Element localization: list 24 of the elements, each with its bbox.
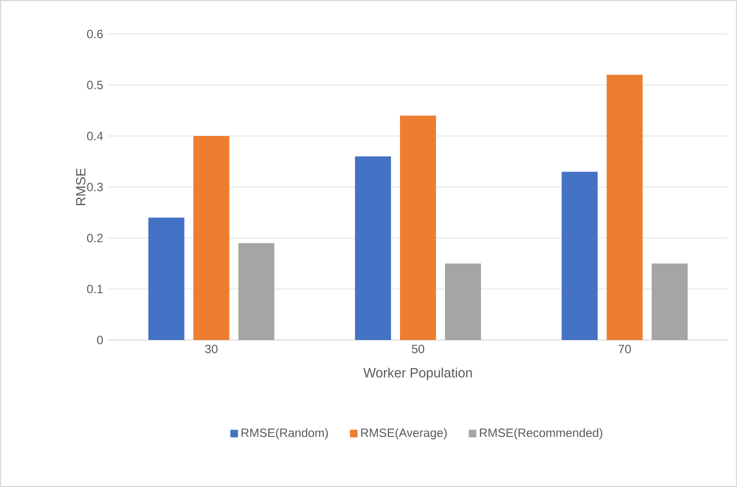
bar <box>400 116 436 340</box>
legend-label: RMSE(Random) <box>242 428 328 440</box>
x-tick-label: 50 <box>412 344 424 354</box>
bar <box>562 172 598 340</box>
bar <box>606 74 643 340</box>
bar <box>652 264 688 340</box>
y-tick-label: 0 <box>97 336 103 344</box>
y-axis-title: RMSE <box>76 168 86 206</box>
legend-label: RMSE(Average) <box>361 428 447 440</box>
bar <box>193 136 230 340</box>
bar <box>445 264 482 340</box>
y-tick-label: 0.3 <box>87 182 103 192</box>
bar <box>355 156 392 340</box>
legend-label: RMSE(Recommended) <box>480 428 602 440</box>
bar <box>238 243 274 340</box>
x-tick-label: 70 <box>618 344 631 354</box>
y-tick-label: 0.2 <box>87 234 103 242</box>
y-tick-label: 0.1 <box>87 284 103 294</box>
y-tick-label: 0.4 <box>87 132 103 140</box>
bar <box>148 218 184 340</box>
x-tick-label: 30 <box>205 344 218 354</box>
y-tick-label: 0.5 <box>87 80 103 90</box>
x-axis-title: Worker Population <box>363 368 472 380</box>
y-tick-label: 0.6 <box>87 30 103 38</box>
